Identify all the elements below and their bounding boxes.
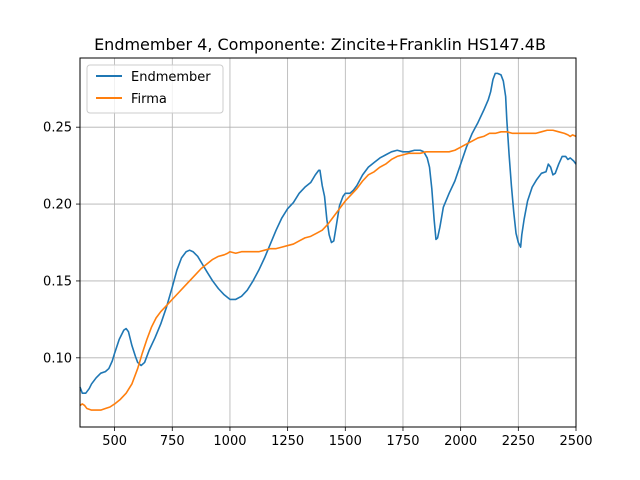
axis-ticks: 500 750 1000 1250 1500 1750 2000 2250 2500 0.10 0.… bbox=[43, 121, 593, 449]
series-lines bbox=[79, 72, 577, 411]
x-tick-label: 2000 bbox=[444, 434, 477, 449]
x-tick-label: 1000 bbox=[213, 434, 246, 449]
y-tick-label: 0.20 bbox=[43, 198, 72, 213]
x-tick-label: 750 bbox=[160, 434, 185, 449]
x-tick-label: 2250 bbox=[502, 434, 535, 449]
series-line-firma bbox=[79, 129, 577, 411]
x-tick-label: 1250 bbox=[271, 434, 304, 449]
legend-label-firma: Firma bbox=[131, 92, 167, 107]
chart-title: Endmember 4, Componente: Zincite+Frankli… bbox=[94, 35, 546, 54]
y-tick-label: 0.10 bbox=[43, 351, 72, 366]
y-tick-label: 0.15 bbox=[43, 274, 72, 289]
legend: Endmember Firma bbox=[86, 64, 224, 114]
x-tick-label: 500 bbox=[102, 434, 127, 449]
x-tick-label: 2500 bbox=[559, 434, 592, 449]
x-tick-label: 1500 bbox=[329, 434, 362, 449]
plot-area-frame bbox=[79, 57, 577, 428]
x-tick-label: 1750 bbox=[386, 434, 419, 449]
legend-label-endmember: Endmember bbox=[131, 70, 211, 85]
series-line-endmember bbox=[79, 72, 577, 394]
y-tick-label: 0.25 bbox=[43, 121, 72, 136]
